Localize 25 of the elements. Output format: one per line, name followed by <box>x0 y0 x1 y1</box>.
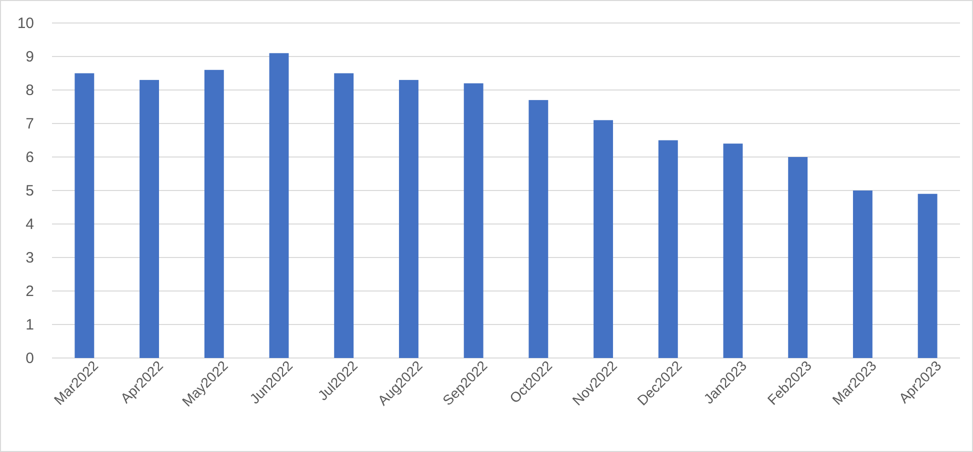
y-tick-label: 7 <box>26 115 34 132</box>
bar <box>788 157 808 358</box>
bar <box>140 80 160 358</box>
bar <box>464 83 484 358</box>
bar <box>594 120 614 358</box>
y-tick-label: 1 <box>26 316 34 334</box>
y-tick-label: 8 <box>26 82 34 99</box>
bar <box>528 100 548 358</box>
y-tick-label: 0 <box>26 350 34 367</box>
y-tick-label: 10 <box>17 14 34 32</box>
bar <box>74 73 94 358</box>
bar <box>852 190 872 358</box>
bar <box>398 80 418 358</box>
y-tick-label: 6 <box>26 148 34 166</box>
bar <box>918 194 938 358</box>
bar <box>269 53 289 358</box>
bar <box>658 140 678 358</box>
bar <box>723 144 743 358</box>
y-tick-label: 4 <box>26 216 34 233</box>
bar <box>204 70 224 358</box>
bar <box>334 73 354 358</box>
y-tick-label: 3 <box>26 249 34 266</box>
y-tick-label: 2 <box>26 282 34 300</box>
y-tick-label: 5 <box>26 182 34 200</box>
y-tick-label: 9 <box>26 48 34 66</box>
